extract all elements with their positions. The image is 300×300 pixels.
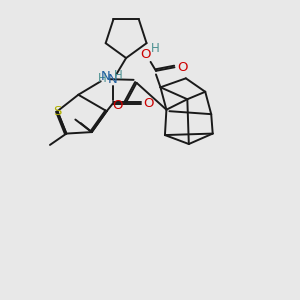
Text: N: N bbox=[108, 73, 118, 86]
Text: H: H bbox=[114, 69, 122, 82]
Text: N: N bbox=[101, 70, 111, 83]
Text: O: O bbox=[143, 97, 154, 110]
Text: H: H bbox=[98, 72, 106, 85]
Text: O: O bbox=[112, 99, 122, 112]
Text: O: O bbox=[178, 61, 188, 74]
Text: O: O bbox=[140, 48, 151, 61]
Text: H: H bbox=[151, 42, 160, 55]
Text: S: S bbox=[52, 105, 61, 118]
